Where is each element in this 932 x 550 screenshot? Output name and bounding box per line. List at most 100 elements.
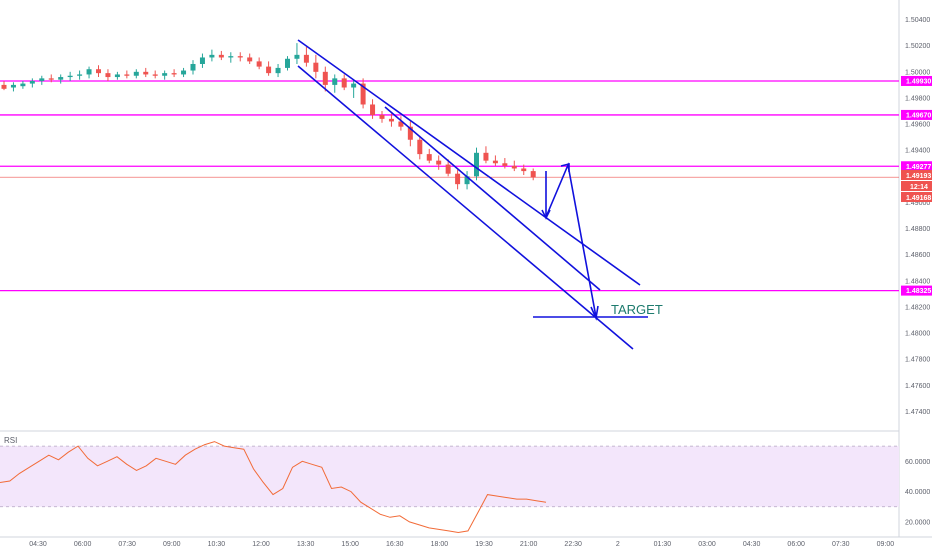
candle-body [474,152,479,177]
candle-body [464,176,470,185]
time-tick-label: 18:00 [431,541,449,548]
last-price-value: 1.49193 [906,173,931,180]
price-tick-label: 1.50200 [905,43,930,50]
time-tick-label: 21:00 [520,541,538,548]
candle-body [436,160,442,165]
candle-body [228,56,234,58]
time-tick-label: 03:00 [698,541,716,548]
horizontal-levels: 1.49930 1.49670 1.49277 1.48325 [0,75,932,296]
time-tick-label: 07:30 [832,541,850,548]
candle-body [86,69,92,75]
rsi-tick-label: 60.0000 [905,459,930,466]
price-tick-label: 1.48400 [905,278,930,285]
price-axis-ticks: 1.50400 1.50200 1.50000 1.49800 1.49600 1.494… [905,17,930,416]
candle-body [341,78,347,88]
low-price-tag [901,192,932,202]
candle-body [417,139,423,155]
rsi-line [0,441,547,534]
level-tag-label: 1.49930 [906,78,931,85]
candle-body [407,126,413,140]
candle-body [521,168,527,172]
candle-body [492,160,498,164]
candle-body [303,54,309,63]
last-price-tag [901,170,932,180]
low-price-value: 1.49168 [906,195,931,202]
pattern-drawings [297,39,648,350]
price-tick-label: 1.48800 [905,226,930,233]
time-tick-label: 04:30 [29,541,47,548]
candle-body [511,165,517,169]
price-tick-label: 1.49600 [905,122,930,129]
rsi-tick-label: 40.0000 [905,489,930,496]
candle-body [455,173,461,185]
candle-body [105,73,111,78]
candle-body [143,71,149,75]
arrowhead-2 [560,162,570,172]
level-tag-label: 1.49277 [906,164,931,171]
time-tick-label: 04:30 [743,541,761,548]
candle-body [124,74,130,76]
rsi-axis-ticks: 60.0000 40.0000 20.0000 [905,459,930,527]
inner-trendline [384,106,601,291]
candle-body [379,114,385,119]
candle-body [294,54,300,59]
target-label: TARGET [611,302,663,317]
level-tag [901,285,932,296]
candle-body [10,84,16,88]
price-tick-label: 1.47600 [905,383,930,390]
countdown-tag [901,181,932,191]
time-tick-label: 13:30 [297,541,315,548]
time-tick-label: 22:30 [564,541,582,548]
candle-body [360,83,366,105]
candle-body [181,70,187,75]
time-tick-label: 15:00 [341,541,359,548]
channel-lower-trendline [297,65,634,350]
time-tick-label: 09:00 [877,541,895,548]
candle-body [313,62,319,72]
candle-body [237,56,243,58]
level-tag [901,75,932,86]
candle-body [20,83,26,87]
time-tick-label: 06:00 [74,541,92,548]
candle-body [285,58,290,68]
candle-body [96,69,101,74]
time-axis-ticks: 04:30 06:00 07:30 09:00 10:30 12:00 13:30 15:00… [29,541,894,548]
candle-body [332,78,338,85]
candle-body [29,80,35,84]
price-tick-label: 1.49800 [905,95,930,102]
candle-body [530,171,536,178]
time-tick-label: 10:30 [208,541,226,548]
candle-body [67,75,73,78]
candles [1,43,536,190]
countdown-value: 12:14 [910,184,928,191]
price-tick-label: 1.48000 [905,331,930,338]
candle-body [1,84,7,89]
candle-body [445,164,451,174]
candle-body [256,61,262,67]
candle-body [209,54,215,58]
candle-body [133,71,139,76]
candle-body [266,66,272,74]
candle-body [162,73,168,76]
candle-body [370,104,376,115]
candle-body [48,78,54,80]
price-tick-label: 1.48600 [905,252,930,259]
time-tick-label: 09:00 [163,541,181,548]
time-tick-label: 2 [616,541,620,548]
time-tick-label: 19:30 [475,541,493,548]
rsi-label: RSI [4,436,17,445]
price-tick-label: 1.49400 [905,148,930,155]
time-tick-label: 16:30 [386,541,404,548]
candle-body [398,121,404,127]
candle-body [114,74,120,78]
level-tag [901,161,932,172]
level-tag-label: 1.48325 [906,288,931,295]
candle-body [388,118,394,122]
candle-body [199,57,205,64]
price-tick-label: 1.47400 [905,409,930,416]
candle-body [426,154,432,161]
price-tick-label: 1.50400 [905,17,930,24]
arrowhead-3 [590,305,599,321]
time-tick-label: 07:30 [118,541,136,548]
